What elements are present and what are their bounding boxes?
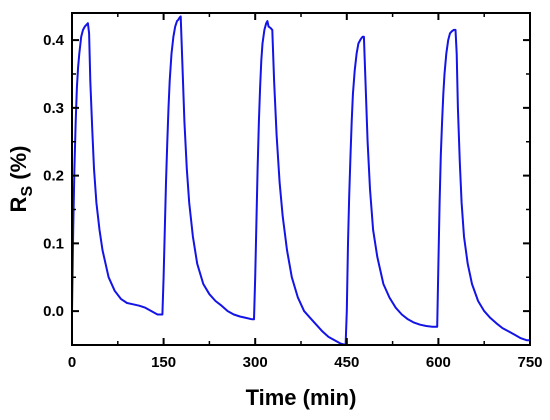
x-tick-label: 300 xyxy=(243,354,268,371)
y-tick-label: 0.1 xyxy=(43,235,64,252)
data-line xyxy=(71,15,530,346)
y-axis-title: RS (%) xyxy=(6,146,36,213)
y-axis-title-subscript: S xyxy=(19,186,36,197)
x-tick-label: 0 xyxy=(68,354,76,371)
plot-area xyxy=(71,15,530,346)
x-axis-title: Time (min) xyxy=(246,385,357,410)
y-axis-title-main: R xyxy=(6,196,31,212)
x-tick-label: 750 xyxy=(517,354,542,371)
y-tick-label: 0.0 xyxy=(43,303,64,320)
y-tick-label: 0.2 xyxy=(43,168,64,185)
y-axis-title-suffix: (%) xyxy=(6,146,31,186)
axis-ticks: 0 150 300 450 600 750 0.0 0.1 0.2 0.3 0.4 xyxy=(43,13,543,371)
x-tick-label: 150 xyxy=(151,354,176,371)
x-tick-label: 450 xyxy=(334,354,359,371)
x-tick-label: 600 xyxy=(426,354,451,371)
y-tick-label: 0.4 xyxy=(43,32,65,49)
y-tick-label: 0.3 xyxy=(43,100,64,117)
